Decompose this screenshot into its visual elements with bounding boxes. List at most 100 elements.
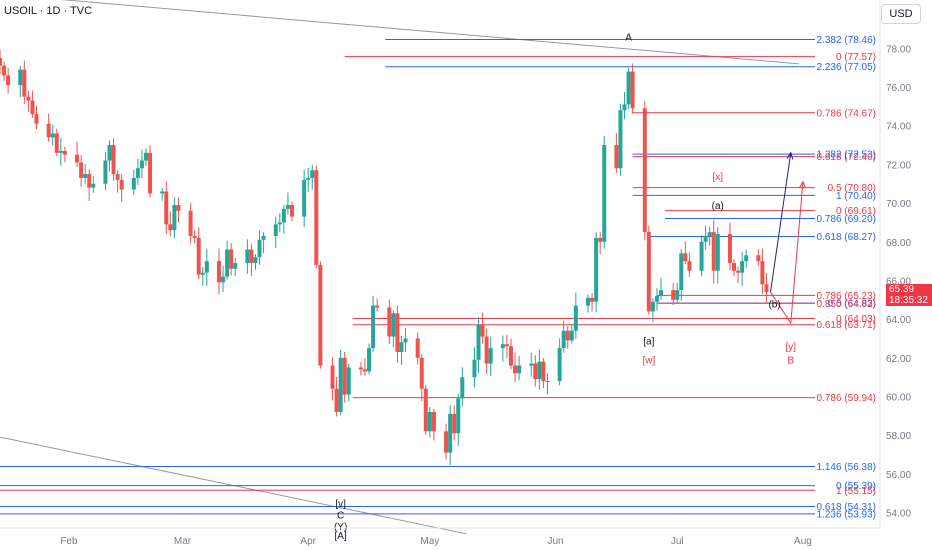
currency-button[interactable]: USD xyxy=(881,4,921,24)
candle-body xyxy=(176,205,181,211)
candles xyxy=(0,49,769,466)
candle-body xyxy=(196,237,201,275)
candle-body xyxy=(314,170,319,265)
wave-label: C xyxy=(337,510,344,521)
candle-body xyxy=(371,305,376,349)
candle-body xyxy=(736,270,741,273)
candle-body xyxy=(6,75,11,86)
candle-body xyxy=(362,369,367,372)
candle-body xyxy=(62,150,67,155)
wave-label: (a) xyxy=(712,201,724,212)
candle-body xyxy=(687,261,692,271)
candle-body xyxy=(703,235,708,242)
candle-body xyxy=(306,177,311,180)
candle-body xyxy=(699,241,704,271)
candle-body xyxy=(452,413,457,434)
candle-body xyxy=(164,191,169,225)
price-tick-label: 64.00 xyxy=(886,315,911,326)
candle-body xyxy=(2,65,7,76)
candle-body xyxy=(500,344,505,349)
fib-level-label: 2.382 (78.46) xyxy=(817,35,877,46)
candle-body xyxy=(675,290,680,300)
time-tick-label: Apr xyxy=(300,536,316,547)
candle-body xyxy=(626,71,631,105)
candle-body xyxy=(75,154,80,163)
bar-countdown: 18:35:32 xyxy=(889,295,928,306)
candle-body xyxy=(338,357,343,412)
candle-body xyxy=(221,276,226,283)
candle-body xyxy=(188,210,193,236)
candle-body xyxy=(107,145,112,161)
time-tick-label: Jul xyxy=(671,536,684,547)
price-tick-label: 62.00 xyxy=(886,354,911,365)
candle-body xyxy=(131,177,136,190)
candle-body xyxy=(727,234,732,264)
candle-body xyxy=(431,411,436,432)
candle-body xyxy=(423,388,428,432)
candle-body xyxy=(622,104,627,111)
wave-labels: A[x](a)(b)[a][w][y]B[v]C(Y)[A] xyxy=(334,33,796,542)
candle-body xyxy=(764,284,769,293)
projection-path xyxy=(770,152,792,293)
candle-body xyxy=(192,235,197,238)
candle-body xyxy=(456,398,461,434)
price-axis[interactable]: 54.00 56.00 58.00 60.00 62.00 64.00 66.00 68.00… xyxy=(879,0,911,528)
candle-body xyxy=(160,191,165,194)
candle-body xyxy=(618,110,623,169)
time-axis[interactable]: Feb Mar Apr May Jun Jul Aug xyxy=(0,527,880,547)
candle-body xyxy=(233,263,238,269)
wave-label: [A] xyxy=(335,531,347,542)
candle-body xyxy=(715,234,720,271)
candle-body xyxy=(654,295,659,302)
candle-body xyxy=(744,255,749,262)
candle-body xyxy=(740,261,745,273)
candle-body xyxy=(18,69,23,86)
candle-body xyxy=(281,208,286,223)
candle-body xyxy=(367,348,372,372)
price-tick-label: 70.00 xyxy=(886,199,911,210)
fib-levels[interactable]: 2.382 (78.46) 2.236 (77.05) 1.382 (72.53) 1… xyxy=(0,35,876,520)
candle-body xyxy=(646,232,651,312)
candle-body xyxy=(659,290,664,296)
fib-level-label: 1.382 (72.53) xyxy=(817,150,877,161)
fib-level-label: 0.786 (59.94) xyxy=(817,393,877,404)
price-tick-label: 76.00 xyxy=(886,83,911,94)
last-price-tag: 65.39 18:35:32 xyxy=(886,284,932,306)
wave-label: [x] xyxy=(713,172,724,183)
projection-arrowhead xyxy=(798,180,806,189)
candle-body xyxy=(289,205,294,217)
fib-level-label: 1 (55.15) xyxy=(836,486,876,497)
wave-label: (b) xyxy=(768,300,780,311)
candle-body xyxy=(427,411,432,432)
time-tick-label: Jun xyxy=(548,536,564,547)
candle-body xyxy=(115,174,120,180)
fib-level-label: 0 (77.57) xyxy=(836,52,876,63)
candle-body xyxy=(387,307,392,337)
time-tick-label: May xyxy=(420,536,439,547)
candle-body xyxy=(58,150,63,153)
candle-body xyxy=(83,174,88,178)
candle-body xyxy=(139,160,144,169)
candle-body xyxy=(630,71,635,109)
candle-body xyxy=(26,96,31,101)
candle-body xyxy=(760,261,765,285)
candle-body xyxy=(529,363,534,366)
candle-body xyxy=(50,133,55,138)
candle-body xyxy=(330,365,335,389)
candle-body xyxy=(399,342,404,352)
candle-body xyxy=(602,145,607,242)
candle-body xyxy=(172,205,177,231)
fib-level-label: 1 (70.40) xyxy=(836,191,876,202)
trend-lines[interactable] xyxy=(0,0,799,535)
candle-body xyxy=(168,224,173,231)
candle-body xyxy=(683,253,688,262)
fib-level-label: 1.146 (56.38) xyxy=(817,462,877,473)
candle-body xyxy=(245,249,250,264)
candle-body xyxy=(34,114,39,124)
candle-body xyxy=(590,297,595,302)
projection-paths[interactable] xyxy=(770,151,806,325)
candle-body xyxy=(561,330,566,349)
fib-level-label: 1.236 (53.93) xyxy=(817,509,877,520)
candle-body xyxy=(302,179,307,217)
